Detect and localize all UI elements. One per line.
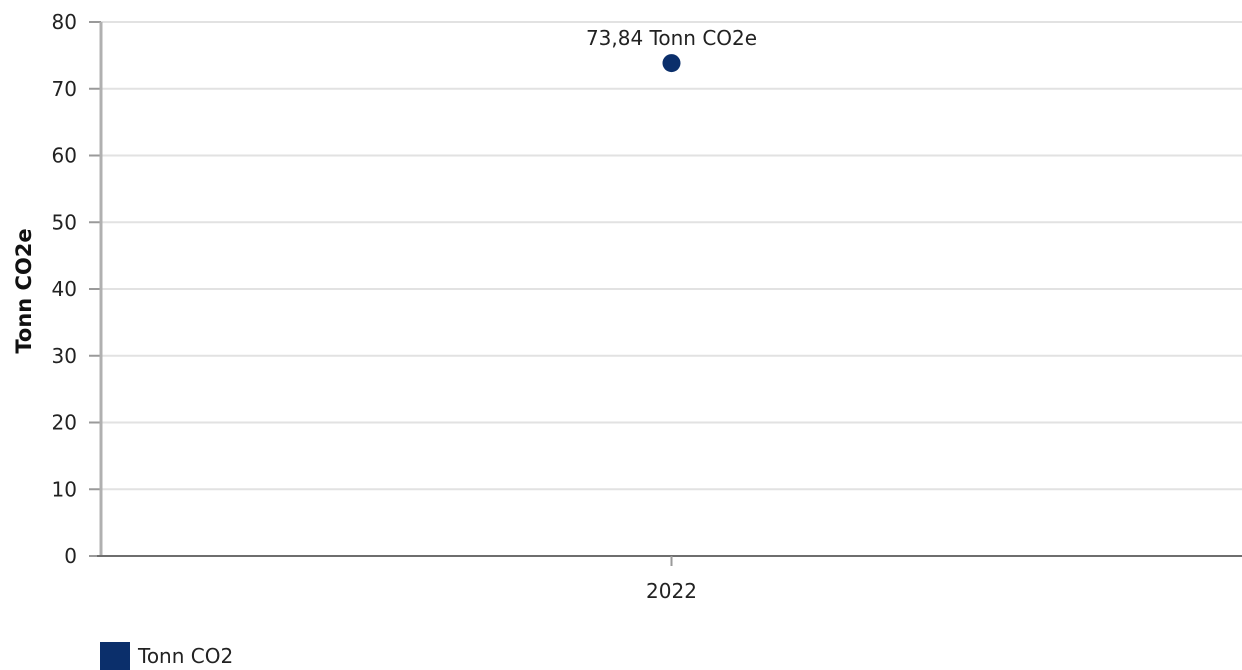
y-tick-label: 50: [52, 210, 77, 234]
y-tick-label: 30: [52, 344, 77, 368]
y-tick-label: 70: [52, 77, 77, 101]
x-axis-ticks: 2022: [646, 556, 697, 603]
y-tick-label: 40: [52, 277, 77, 301]
data-points: 73,84 Tonn CO2e: [586, 26, 757, 73]
data-label: 73,84 Tonn CO2e: [586, 26, 757, 50]
y-tick-label: 60: [52, 144, 77, 168]
y-tick-label: 80: [52, 10, 77, 34]
legend[interactable]: Tonn CO2: [100, 642, 233, 670]
y-tick-label: 0: [64, 544, 77, 568]
legend-swatch: [100, 642, 130, 670]
y-tick-label: 10: [52, 477, 77, 501]
chart-canvas: 0 10 20 30 40 50 60 70 80 2022 73,84 Tonn CO2e T…: [12, 10, 1242, 603]
gridlines: [101, 21, 1242, 491]
y-axis-title: Tonn CO2e: [12, 228, 36, 353]
x-tick-label: 2022: [646, 579, 697, 603]
y-axis-ticks: 0 10 20 30 40 50 60 70 80: [52, 10, 101, 568]
legend-label: Tonn CO2: [138, 644, 234, 668]
y-tick-label: 20: [52, 411, 77, 435]
data-point: [662, 54, 681, 73]
